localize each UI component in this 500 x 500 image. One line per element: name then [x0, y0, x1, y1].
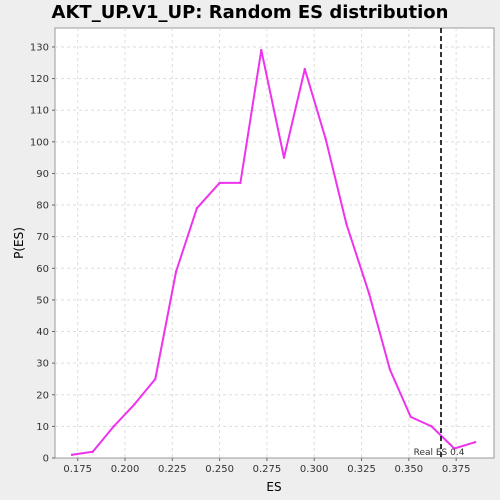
data-point: [409, 415, 412, 419]
y-tick-label: 20: [36, 390, 49, 401]
y-axis-label: P(ES): [12, 227, 26, 259]
chart-title: AKT_UP.V1_UP: Random ES distribution: [51, 2, 449, 23]
data-point: [303, 67, 306, 71]
y-tick-label: 0: [43, 454, 49, 465]
data-point: [174, 270, 178, 273]
data-point: [218, 181, 221, 185]
data-point: [324, 137, 327, 140]
data-point: [388, 368, 392, 371]
grid-layer: [55, 28, 494, 458]
data-point: [154, 377, 157, 381]
y-tick-label: 70: [36, 232, 49, 243]
data-point: [133, 403, 136, 406]
x-tick-label: 0.175: [63, 464, 92, 475]
x-tick-label: 0.275: [253, 464, 282, 475]
y-tick-label: 60: [36, 264, 49, 275]
data-point: [70, 453, 74, 457]
y-tick-label: 130: [30, 42, 49, 53]
y-tick-label: 90: [36, 169, 49, 180]
x-tick-label: 0.300: [300, 464, 329, 475]
x-tick-label: 0.250: [205, 464, 234, 475]
x-axis-ticks: 0.175 0.200 0.225 0.250 0.275 0.300 0.325 0.350…: [63, 458, 470, 475]
real-es-layer: Real ES 0.4: [414, 28, 465, 458]
data-point: [282, 156, 286, 159]
data-point: [453, 447, 456, 450]
data-point: [430, 425, 433, 428]
data-point: [367, 292, 371, 295]
x-axis-label: ES: [266, 480, 281, 494]
y-axis-ticks: 0 10 20 30 40 50 60 70 80 90 100 110 120 130: [30, 42, 55, 465]
x-tick-label: 0.225: [158, 464, 187, 475]
y-tick-label: 110: [30, 106, 49, 117]
y-tick-label: 120: [30, 74, 49, 85]
data-point: [239, 181, 242, 185]
real-es-label: Real ES 0.4: [414, 448, 465, 458]
data-point: [91, 450, 95, 453]
data-point: [195, 207, 199, 210]
data-point: [345, 222, 348, 226]
data-point: [473, 440, 477, 444]
y-tick-label: 40: [36, 327, 49, 338]
y-tick-label: 30: [36, 359, 49, 370]
data-point: [260, 48, 263, 52]
x-tick-label: 0.375: [442, 464, 471, 475]
x-tick-label: 0.200: [111, 464, 140, 475]
data-point: [112, 425, 115, 428]
y-tick-label: 80: [36, 201, 49, 212]
y-tick-label: 10: [36, 422, 49, 433]
es-distribution-line: [71, 49, 476, 456]
x-tick-label: 0.325: [347, 464, 376, 475]
y-tick-label: 100: [30, 137, 49, 148]
plot-area: [54, 27, 495, 459]
series-layer: [70, 48, 477, 457]
x-tick-label: 0.350: [395, 464, 424, 475]
y-tick-label: 50: [36, 295, 49, 306]
